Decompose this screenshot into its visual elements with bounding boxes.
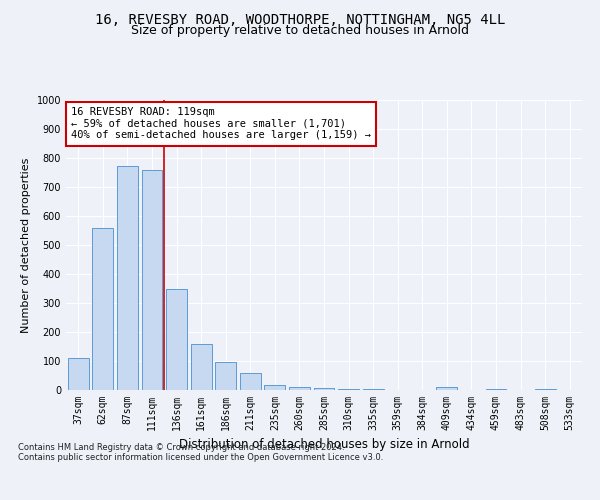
Bar xyxy=(535,388,556,390)
Bar xyxy=(485,388,506,390)
Bar xyxy=(314,388,334,390)
Bar xyxy=(289,386,310,390)
Text: Size of property relative to detached houses in Arnold: Size of property relative to detached ho… xyxy=(131,24,469,37)
Text: 16 REVESBY ROAD: 119sqm
← 59% of detached houses are smaller (1,701)
40% of semi: 16 REVESBY ROAD: 119sqm ← 59% of detache… xyxy=(71,108,371,140)
Bar xyxy=(142,170,163,390)
Bar xyxy=(215,362,236,390)
Bar xyxy=(240,374,261,390)
Text: Contains public sector information licensed under the Open Government Licence v3: Contains public sector information licen… xyxy=(18,454,383,462)
Bar xyxy=(92,228,113,390)
Text: Contains HM Land Registry data © Crown copyright and database right 2024.: Contains HM Land Registry data © Crown c… xyxy=(18,442,344,452)
Bar xyxy=(265,385,286,390)
Bar xyxy=(166,289,187,390)
Bar xyxy=(191,344,212,390)
Bar xyxy=(68,358,89,390)
Bar xyxy=(338,388,359,390)
Bar xyxy=(117,166,138,390)
Bar xyxy=(436,387,457,390)
Bar xyxy=(362,388,383,390)
X-axis label: Distribution of detached houses by size in Arnold: Distribution of detached houses by size … xyxy=(179,438,469,452)
Y-axis label: Number of detached properties: Number of detached properties xyxy=(21,158,31,332)
Text: 16, REVESBY ROAD, WOODTHORPE, NOTTINGHAM, NG5 4LL: 16, REVESBY ROAD, WOODTHORPE, NOTTINGHAM… xyxy=(95,12,505,26)
